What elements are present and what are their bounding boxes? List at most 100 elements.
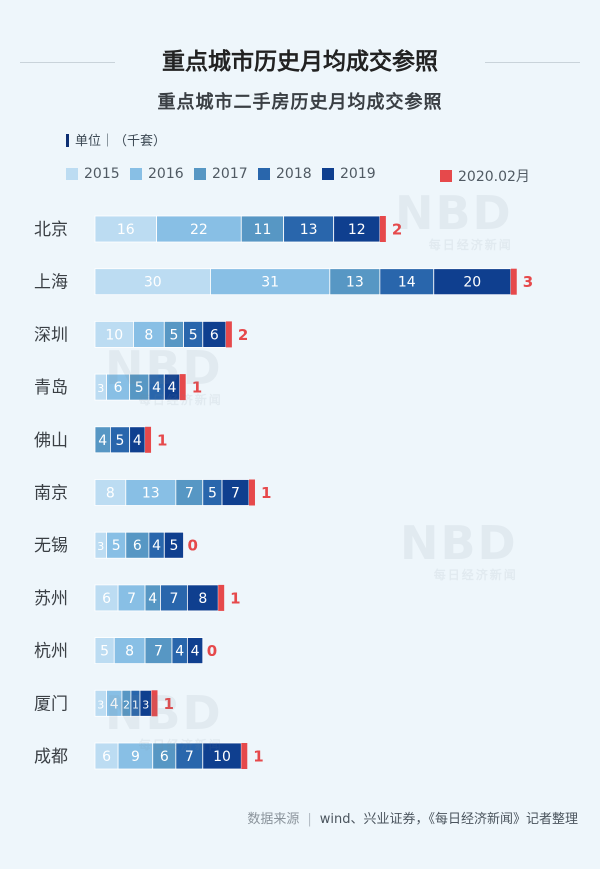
data-label: 13 [142,486,160,502]
data-label: 1 [192,379,202,397]
bar-segment [175,479,204,506]
data-label: 3 [97,382,104,395]
bar-segment [221,479,250,506]
data-label: 10 [213,749,231,765]
data-label: 8 [144,327,153,343]
data-label: 3 [523,273,533,291]
legend-item: 2015 [66,166,120,182]
data-label: 31 [261,275,279,291]
data-label: 12 [348,222,366,238]
bar-segment [186,637,204,664]
data-label: 0 [207,642,217,660]
data-label: 8 [198,591,207,607]
bar-segment [94,268,211,296]
data-label: 4 [98,433,107,449]
unit-label: 单位｜（千套） [75,134,167,149]
data-label: 7 [185,486,194,502]
page-title: 重点城市历史月均成交参照 [150,49,450,75]
bar-segment [218,584,225,611]
bar-segment [240,215,285,243]
data-label: 30 [144,275,162,291]
data-label: 1 [163,695,173,713]
category-label: 苏州 [34,589,68,609]
category-label: 厦门 [34,694,68,714]
bar-segment [94,320,134,348]
data-label: 1 [157,431,167,449]
data-label: 5 [169,538,178,554]
data-label: 6 [102,749,111,765]
data-label: 8 [106,486,115,502]
bar-segment [125,479,177,506]
legend-swatch [322,168,334,180]
data-label: 7 [169,591,178,607]
data-label: 6 [160,749,169,765]
data-label: 3 [142,698,149,711]
data-label: 7 [185,749,194,765]
data-label: 4 [168,380,177,396]
legend-item: 2017 [194,166,248,182]
legend-item: 2016 [130,166,184,182]
category-label: 南京 [34,484,68,504]
data-label: 5 [189,327,198,343]
bar-segment [151,690,158,717]
category-label: 佛山 [34,431,68,451]
data-label: 10 [105,327,123,343]
data-label: 1 [132,698,139,711]
legend-swatch [130,168,142,180]
data-label: 4 [175,644,184,660]
data-label: 2 [392,221,402,239]
data-label: 7 [127,591,136,607]
bar-segment [133,320,165,348]
category-label: 上海 [34,273,68,293]
source-text: wind、兴业证券，《每日经济新闻》记者整理 [319,812,578,827]
bar-segment [202,742,242,770]
data-label: 14 [398,275,416,291]
bar-segment [333,215,381,243]
title-row: 重点城市历史月均成交参照 [0,42,600,82]
bar-segment [94,479,127,506]
bar-segment [433,268,512,296]
unit-marker [66,134,69,147]
bar-segment [248,479,255,506]
unit-label-row: 单位｜（千套） [66,130,166,149]
data-label: 6 [210,327,219,343]
bar-segment [510,268,517,295]
chart-legend: 2015 2016 2017 2018 2019 2020.02月 [66,166,586,186]
data-label: 4 [133,433,142,449]
data-label: 5 [100,644,109,660]
source-footer: 数据来源 | wind、兴业证券，《每日经济新闻》记者整理 [247,808,578,827]
data-label: 1 [253,748,263,766]
legend-label: 2019 [340,166,376,182]
data-label: 20 [463,275,481,291]
legend-item: 2018 [258,166,312,182]
data-label: 6 [102,591,111,607]
bar-segment [186,584,219,612]
data-label: 11 [254,222,272,238]
legend-item: 2019 [322,166,376,182]
legend-swatch [440,170,452,182]
data-label: 5 [169,327,178,343]
bar-segment [241,743,248,769]
bar-segment [379,268,435,296]
data-label: 7 [231,486,240,502]
chart-subtitle: 重点城市二手房历史月均成交参照 [157,92,443,113]
bar-segment [113,637,146,664]
legend-swatch [66,168,78,180]
category-label: 成都 [34,747,68,767]
bar-segment [94,215,157,243]
data-label: 1 [261,484,271,502]
data-label: 13 [300,222,318,238]
legend-label: 2017 [212,166,248,182]
source-label: 数据来源 [247,812,300,827]
data-label: 4 [148,591,157,607]
bar-segment [225,321,232,348]
bar-segment [117,742,154,770]
legend-label: 2015 [84,166,120,182]
data-label: 6 [114,380,123,396]
data-label: 3 [97,698,104,711]
bar-segment [163,531,184,559]
category-label: 北京 [34,220,68,240]
legend-label: 2018 [276,166,312,182]
source-separator: | [307,812,312,827]
